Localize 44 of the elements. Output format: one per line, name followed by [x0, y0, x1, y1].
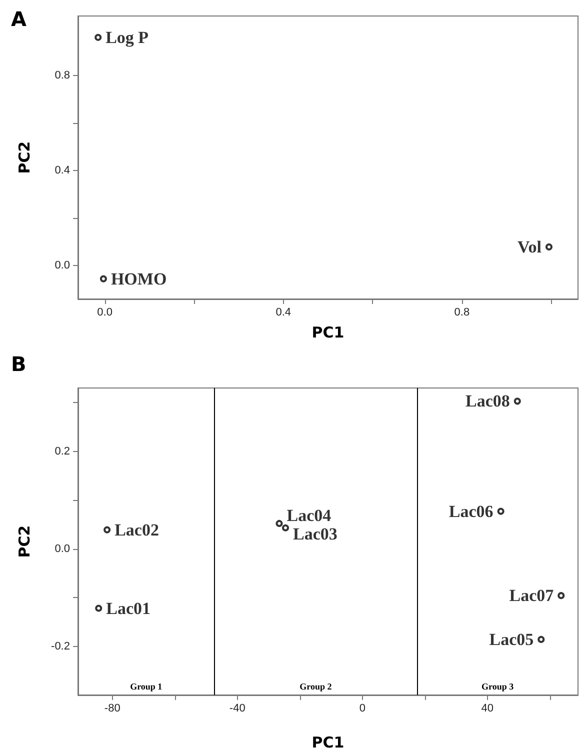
point — [94, 34, 102, 41]
point — [514, 398, 521, 405]
point — [95, 604, 102, 612]
series-label: Lac08 — [465, 392, 510, 411]
x-axis-title: PC1 — [312, 734, 344, 752]
annotation: Group 3 — [481, 682, 514, 692]
chart-title: A — [11, 7, 27, 31]
point — [497, 508, 504, 515]
point — [276, 520, 283, 527]
series-label: HOMO — [110, 269, 167, 288]
x-tick-label: 0.8 — [454, 306, 470, 318]
x-tick-label: 40 — [481, 702, 494, 714]
y-tick-label: 0.2 — [54, 445, 70, 458]
series-label: Lac03 — [293, 524, 338, 544]
series-label: Lac04 — [286, 506, 332, 525]
series-label: Lac06 — [448, 502, 494, 521]
point — [538, 636, 545, 643]
series-label: Lac02 — [114, 520, 159, 540]
x-axis-title: PC1 — [312, 324, 344, 342]
y-axis-title: PC2 — [16, 525, 34, 558]
point — [558, 592, 565, 600]
point — [104, 526, 111, 534]
x-tick-label: 0.0 — [97, 306, 112, 318]
point — [545, 243, 552, 250]
series-label: Vol — [518, 237, 542, 256]
y-tick-label: -0.2 — [51, 640, 70, 652]
y-tick-label: 0.8 — [54, 69, 70, 82]
point — [282, 524, 289, 532]
point — [100, 275, 107, 282]
chart-title: B — [11, 352, 26, 376]
x-tick-label: -80 — [104, 702, 120, 714]
annotation: Group 2 — [300, 682, 332, 692]
annotation: Group 1 — [130, 682, 163, 692]
y-axis-title: PC2 — [16, 141, 34, 174]
series-label: Log P — [106, 28, 149, 47]
series-label: Lac05 — [489, 630, 534, 649]
x-tick-label: -40 — [229, 702, 246, 714]
y-tick-label: 0.4 — [54, 164, 70, 177]
series-label: Lac07 — [509, 586, 554, 606]
series-label: Lac01 — [106, 598, 151, 618]
y-tick-label: 0.0 — [54, 260, 70, 272]
x-tick-label: 0 — [359, 702, 366, 714]
y-tick-label: 0.0 — [54, 542, 70, 555]
x-tick-label: 0.4 — [276, 306, 292, 318]
